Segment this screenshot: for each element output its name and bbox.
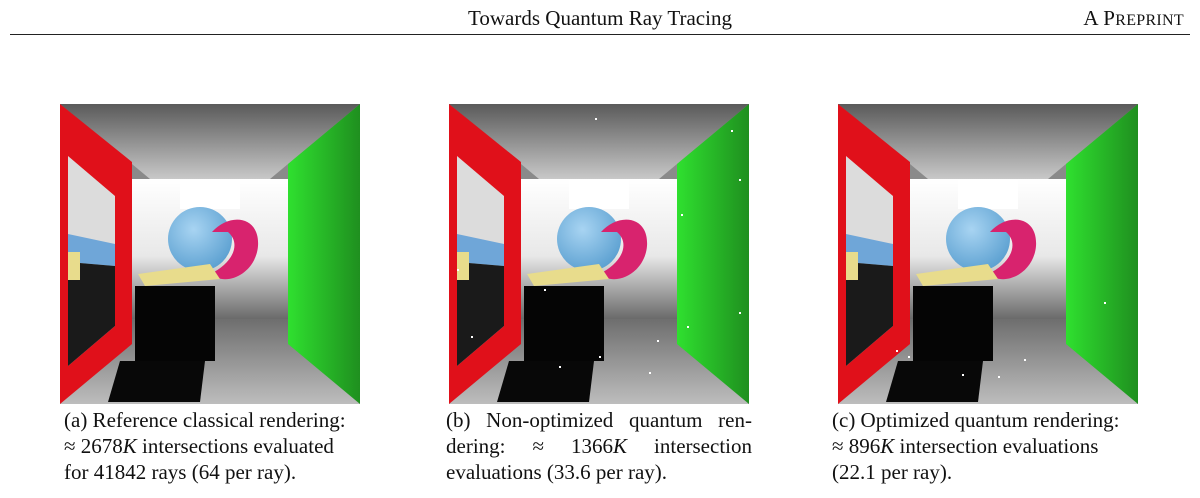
header-rule	[10, 34, 1190, 35]
noise-pixel	[896, 350, 898, 352]
caption-text: quantum	[628, 408, 703, 432]
ceiling	[838, 104, 1138, 179]
noise-pixel	[739, 179, 741, 181]
noise-pixel	[657, 340, 659, 342]
noise-pixel	[471, 336, 473, 338]
box-front	[135, 286, 215, 361]
figure-a-image	[60, 104, 360, 404]
glass-sphere	[557, 207, 621, 271]
noise-pixel	[599, 356, 601, 358]
figure-c-caption: (c) Optimized quantum rendering: ≈ 896K …	[832, 407, 1162, 485]
figure-b-caption: (b) Non-optimized quantum ren- dering: ≈…	[446, 407, 752, 485]
caption-text: 1366	[571, 434, 614, 458]
caption-line: (22.1 per ray).	[832, 460, 953, 484]
glass-sphere	[168, 207, 232, 271]
noise-pixel	[687, 326, 689, 328]
box-shadow	[497, 361, 594, 402]
ceiling-light	[569, 179, 629, 209]
caption-text: (b)	[446, 408, 471, 432]
glass-sphere	[946, 207, 1010, 271]
figure-a-caption: (a) Reference classical rendering: ≈ 267…	[64, 407, 394, 485]
green-wall	[677, 104, 749, 404]
preprint-tag: A PREPRINT	[1083, 6, 1184, 31]
ceiling-light	[180, 179, 240, 209]
preprint-tag-first: A P	[1083, 6, 1116, 30]
mirror-reflection-box	[68, 252, 80, 280]
noise-pixel	[559, 366, 561, 368]
green-wall	[288, 104, 360, 404]
caption-line: evaluations (33.6 per ray).	[446, 460, 668, 484]
caption-line: for 41842 rays (64 per ray).	[64, 460, 297, 484]
pink-sphere	[210, 219, 259, 280]
caption-line: (a) Reference classical rendering:	[64, 408, 346, 432]
pink-sphere	[988, 219, 1037, 280]
noise-pixel	[1024, 359, 1026, 361]
caption-text: ren-	[718, 408, 752, 432]
mirror-reflection-dark	[457, 262, 504, 366]
noise-pixel	[998, 376, 1000, 378]
caption-text: dering:	[446, 434, 506, 458]
caption-text: intersection evaluations	[894, 434, 1099, 458]
caption-math: K	[122, 434, 137, 458]
box-top	[138, 264, 220, 286]
caption-math-group: 1366K	[571, 433, 627, 459]
box-shadow	[886, 361, 983, 402]
caption-text: ≈ 896	[832, 434, 881, 458]
box-top	[916, 264, 998, 286]
box-front	[524, 286, 604, 361]
caption-text: ≈	[532, 434, 545, 458]
mirror-reflection-box	[457, 252, 469, 280]
box-top	[527, 264, 609, 286]
noise-pixel	[595, 118, 597, 120]
render-image	[449, 104, 749, 404]
render-image	[838, 104, 1138, 404]
caption-text: ≈ 2678	[64, 434, 123, 458]
noise-pixel	[681, 214, 683, 216]
caption-text: intersection	[654, 434, 752, 458]
noise-pixel	[1104, 302, 1106, 304]
green-wall	[1066, 104, 1138, 404]
figure-c-image	[838, 104, 1138, 404]
figure-b-image	[449, 104, 749, 404]
box-shadow	[108, 361, 205, 402]
ceiling-light	[958, 179, 1018, 209]
noise-pixel	[962, 374, 964, 376]
caption-text: intersections evaluated	[136, 434, 334, 458]
mirror-reflection-dark	[846, 262, 893, 366]
caption-line: (b) Non-optimized quantum ren-	[446, 407, 752, 433]
noise-pixel	[731, 130, 733, 132]
preprint-tag-rest: REPRINT	[1115, 12, 1184, 29]
caption-line: (c) Optimized quantum rendering:	[832, 408, 1120, 432]
caption-line: ≈ 896K intersection evaluations	[832, 433, 1162, 459]
box-front	[913, 286, 993, 361]
caption-text: Non-optimized	[486, 408, 614, 432]
mirror-reflection-box	[846, 252, 858, 280]
mirror-reflection-dark	[68, 262, 115, 366]
caption-math: K	[880, 434, 895, 458]
ceiling	[449, 104, 749, 179]
noise-pixel	[739, 312, 741, 314]
caption-math: K	[613, 434, 628, 458]
render-image	[60, 104, 360, 404]
pink-sphere	[599, 219, 648, 280]
noise-pixel	[908, 356, 910, 358]
page-header: Towards Quantum Ray Tracing A PREPRINT	[10, 0, 1190, 34]
ceiling	[60, 104, 360, 179]
noise-pixel	[457, 269, 459, 271]
noise-pixel	[544, 289, 546, 291]
caption-line: ≈ 2678K intersections evaluated	[64, 433, 394, 459]
noise-pixel	[649, 372, 651, 374]
caption-line: dering: ≈ 1366K intersection	[446, 433, 752, 459]
running-title: Towards Quantum Ray Tracing	[468, 6, 732, 30]
